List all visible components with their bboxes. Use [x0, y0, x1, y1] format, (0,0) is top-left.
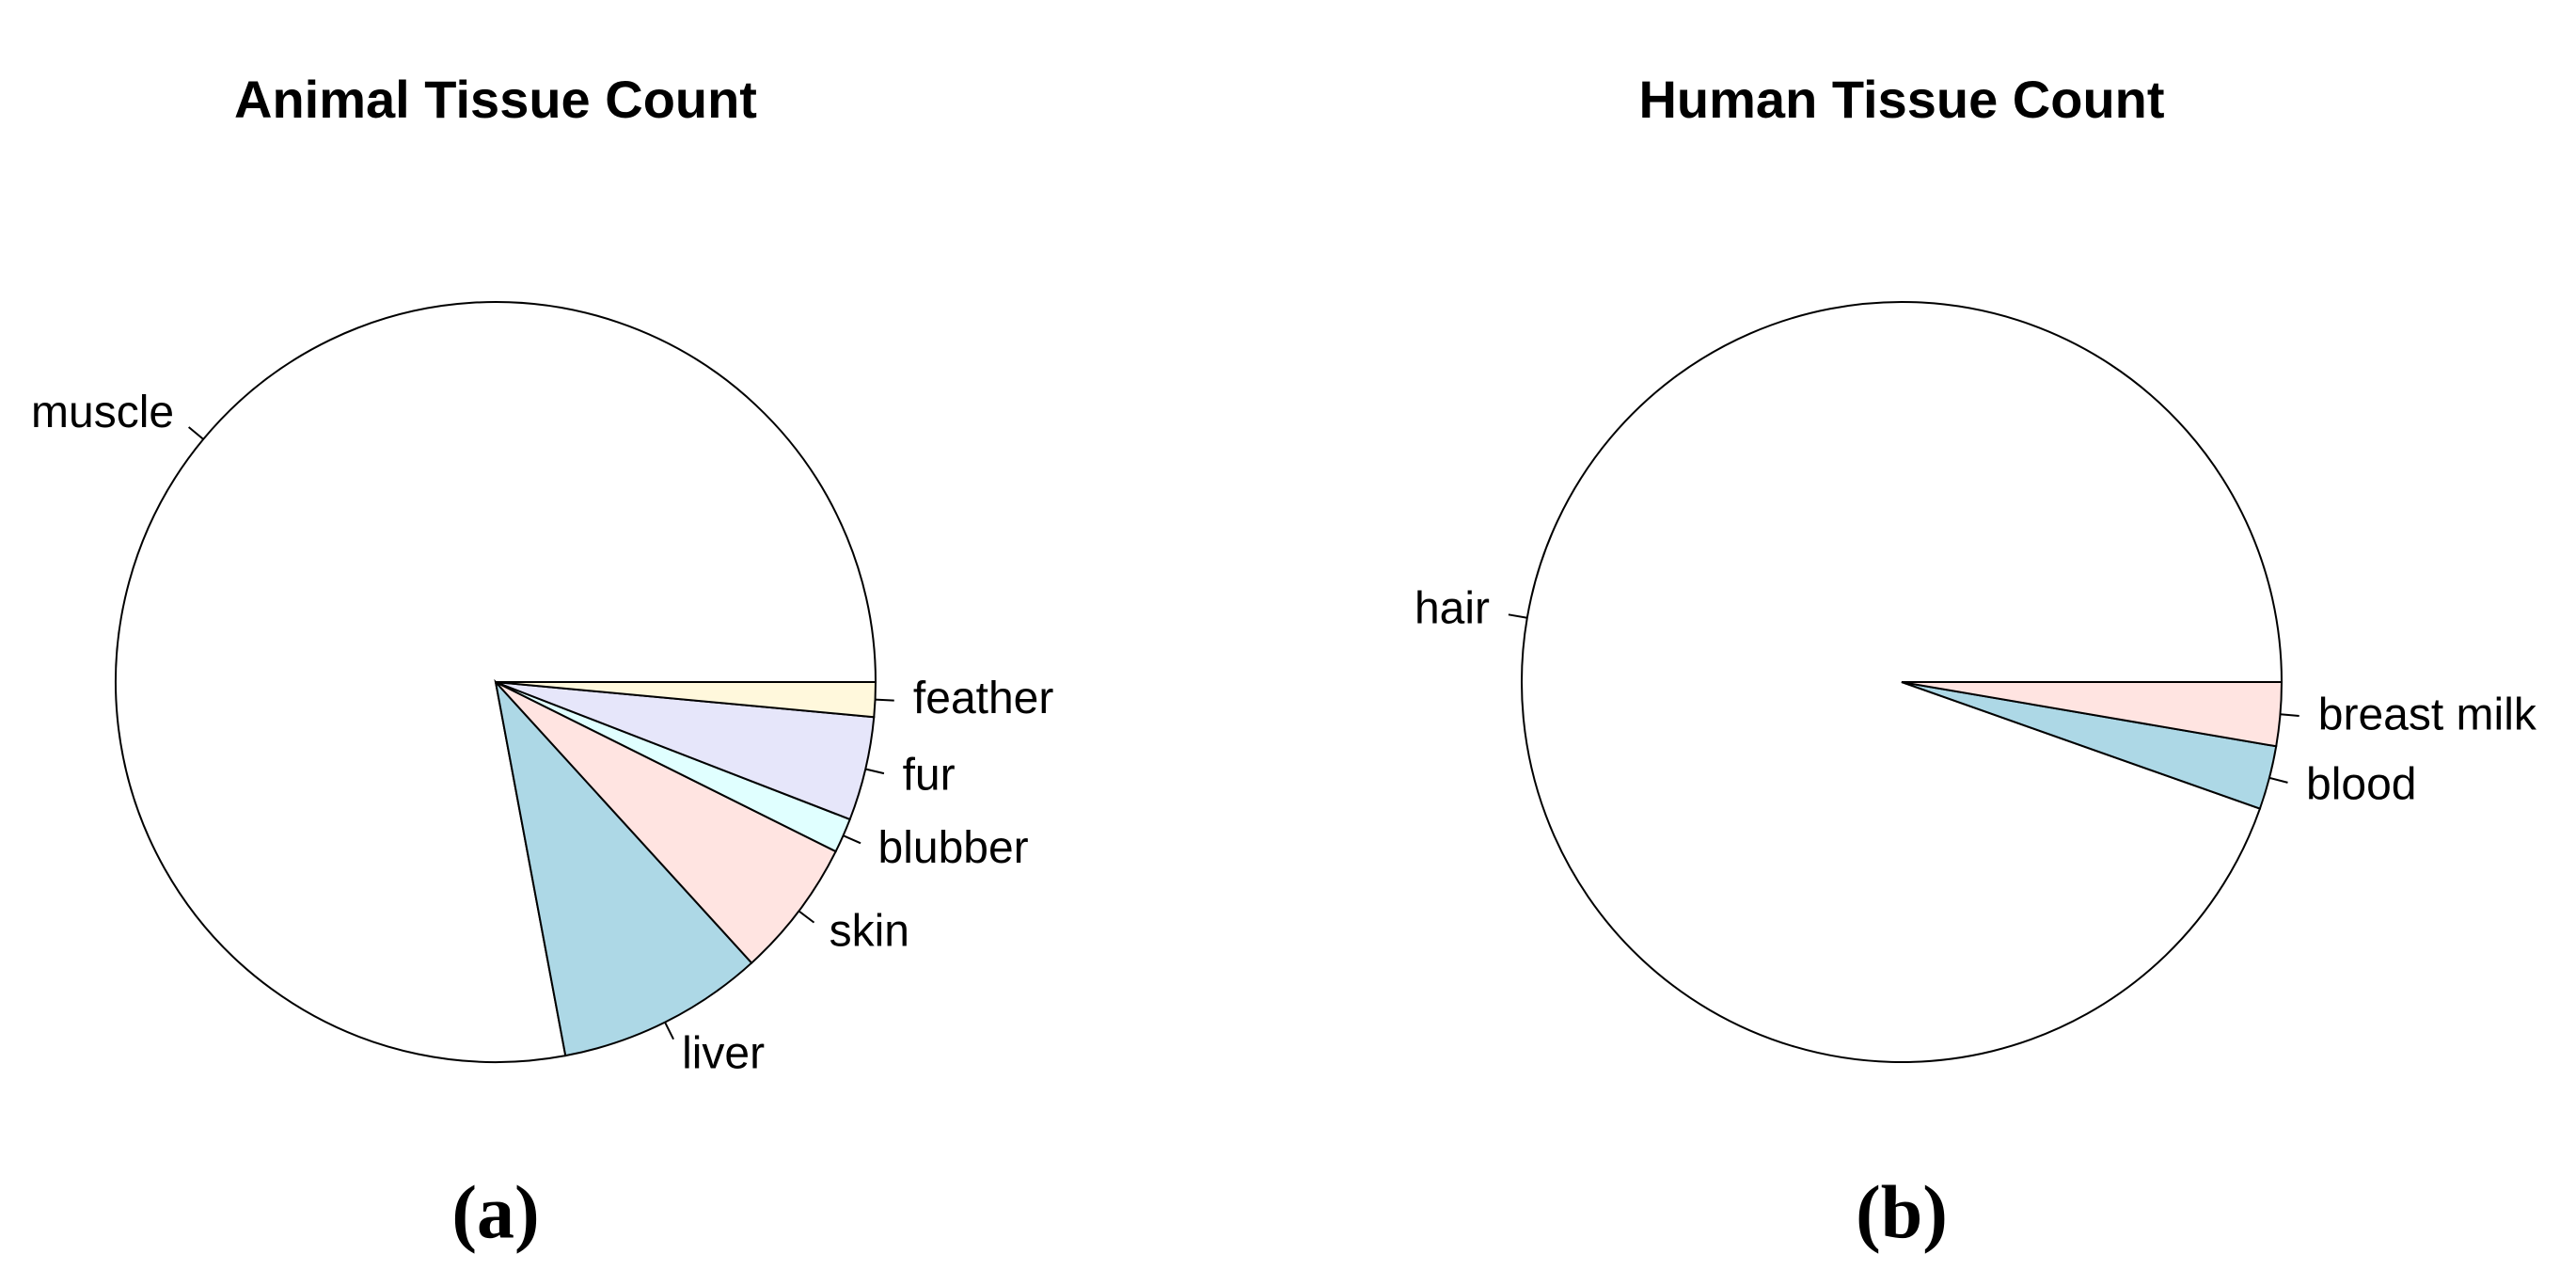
chart-title: Human Tissue Count	[1638, 70, 2164, 129]
label-tick	[1508, 613, 1527, 619]
pie-slice	[495, 681, 837, 964]
slice-label: hair	[1414, 584, 1490, 634]
slice-label: muscle	[31, 388, 174, 437]
slice-label: blubber	[878, 823, 1029, 873]
slice-label: feather	[913, 674, 1053, 723]
slice-label: blood	[2306, 760, 2416, 810]
slice-label: skin	[830, 906, 909, 956]
pie-slice	[494, 678, 753, 1057]
label-tick	[664, 1022, 674, 1040]
label-tick	[2268, 776, 2288, 784]
label-tick	[865, 768, 885, 775]
caption: (b)	[1856, 1171, 1948, 1254]
chart-title: Animal Tissue Count	[234, 70, 757, 129]
label-tick	[875, 698, 894, 702]
slice-label: fur	[903, 750, 956, 800]
label-tick	[798, 910, 815, 924]
slice-label: breast milk	[2318, 690, 2537, 739]
caption: (a)	[451, 1171, 539, 1254]
label-tick	[843, 834, 861, 845]
label-tick	[2280, 713, 2299, 717]
label-tick	[188, 426, 204, 440]
pie-slice	[1901, 681, 2284, 748]
slice-label: liver	[682, 1028, 765, 1078]
